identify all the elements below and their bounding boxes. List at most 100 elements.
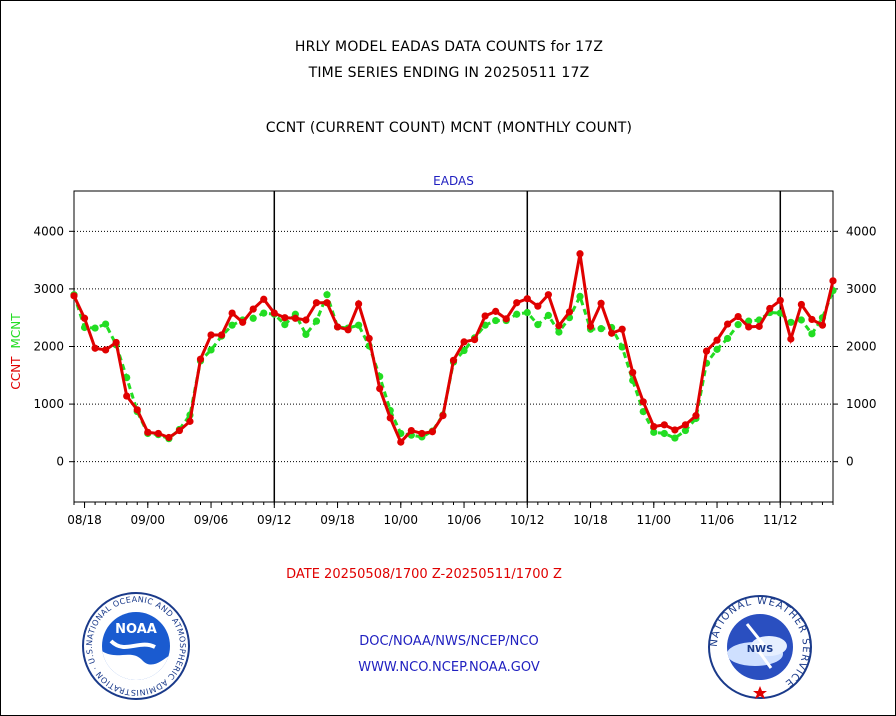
ccnt-point: [692, 412, 700, 420]
header-line-3: CCNT (CURRENT COUNT) MCNT (MONTHLY COUNT…: [265, 120, 633, 136]
mcnt-point: [576, 292, 584, 300]
mcnt-point: [281, 321, 289, 329]
nws-logo[interactable]: NATIONAL WEATHER SERVICE NWS: [707, 594, 813, 700]
ccnt-point: [734, 312, 742, 321]
y-axis-label: CCNT MCNT: [9, 313, 23, 390]
ccnt-point: [207, 331, 215, 339]
mcnt-point: [671, 434, 679, 442]
ccnt-point: [133, 406, 141, 414]
ccnt-point: [523, 295, 531, 303]
ccnt-point: [650, 422, 658, 431]
header-line-2: TIME SERIES ENDING IN 20250511 17Z: [308, 65, 590, 81]
ccnt-point: [776, 296, 784, 305]
mcnt-point: [513, 310, 521, 318]
ccnt-point: [766, 304, 774, 313]
chart-title: EADAS: [433, 174, 474, 188]
ccnt-point: [102, 346, 110, 354]
ccnt-point: [671, 426, 679, 434]
ccnt-point: [787, 335, 795, 343]
ccnt-point: [618, 325, 626, 333]
ccnt-point: [428, 428, 437, 436]
x-tick-label: 10/00: [383, 513, 418, 527]
mcnt-point: [650, 428, 658, 436]
ccnt-point: [186, 417, 194, 425]
ccnt-point: [639, 398, 647, 406]
x-tick-label: 09/18: [320, 513, 355, 527]
date-range-label: DATE 20250508/1700 Z-20250511/1700 Z: [286, 567, 562, 582]
y-tick-label-left: 3000: [33, 282, 64, 296]
ccnt-point: [344, 326, 352, 334]
ccnt-point: [660, 421, 668, 429]
mcnt-point: [249, 314, 257, 322]
ccnt-point: [586, 322, 595, 330]
x-tick-label: 10/12: [510, 513, 545, 527]
noaa-logo[interactable]: NATIONAL OCEANIC AND ATMOSPHERIC ADMINIS…: [81, 591, 191, 701]
mcnt-point: [228, 321, 236, 329]
ccnt-point: [291, 314, 299, 322]
ccnt-point: [355, 300, 363, 308]
mcnt-point: [797, 316, 805, 324]
ccnt-point: [818, 321, 827, 329]
mcnt-point: [555, 328, 563, 336]
mcnt-point: [534, 321, 542, 329]
mcnt-point: [660, 429, 668, 438]
y-tick-label-left: 0: [56, 455, 64, 469]
ccnt-point: [365, 334, 373, 343]
ccnt-point: [302, 316, 310, 324]
ccnt-point: [702, 347, 711, 355]
ccnt-point: [260, 295, 268, 303]
ccnt-point: [323, 299, 331, 307]
ccnt-point: [80, 314, 89, 322]
ccnt-point: [492, 307, 500, 315]
noaa-logo-name: NOAA: [115, 622, 157, 637]
ccnt-point: [755, 322, 763, 330]
ccnt-point: [312, 299, 321, 307]
ccnt-point: [723, 320, 732, 328]
mcnt-point: [734, 321, 742, 329]
ccnt-point: [418, 429, 426, 438]
ccnt-point: [439, 412, 447, 420]
ccnt-point: [681, 421, 690, 429]
ccnt-point: [829, 277, 837, 285]
ccnt-point: [576, 250, 584, 258]
y-tick-label-right: 1000: [846, 397, 877, 411]
x-tick-label: 10/06: [447, 513, 482, 527]
ccnt-point: [249, 305, 257, 313]
ccnt-point: [196, 355, 205, 363]
y-tick-label-left: 1000: [33, 397, 64, 411]
y-tick-label-left: 2000: [33, 340, 64, 354]
x-tick-label: 09/06: [194, 513, 229, 527]
ccnt-point: [808, 315, 816, 324]
ccnt-point: [165, 433, 173, 442]
ccnt-point: [608, 329, 616, 337]
nco-website-link[interactable]: WWW.NCO.NCEP.NOAA.GOV: [358, 660, 540, 675]
mcnt-point: [312, 317, 321, 325]
x-tick-label: 08/18: [67, 513, 102, 527]
y-axis-label-mcnt: MCNT: [9, 313, 23, 349]
ccnt-point: [502, 315, 510, 323]
ccnt-point: [144, 428, 152, 436]
mcnt-point: [102, 320, 110, 328]
mcnt-point: [460, 346, 468, 355]
ccnt-point: [123, 392, 131, 400]
mcnt-point: [787, 318, 795, 326]
y-tick-label-right: 3000: [846, 282, 877, 296]
header-line-1: HRLY MODEL EADAS DATA COUNTS for 17Z: [294, 39, 604, 55]
ccnt-point: [228, 309, 236, 317]
ccnt-point: [534, 302, 542, 310]
mcnt-point: [713, 345, 721, 353]
ccnt-point: [555, 322, 563, 330]
mcnt-point: [492, 316, 500, 325]
ccnt-point: [154, 429, 162, 438]
nws-logo-name: NWS: [747, 644, 774, 655]
ccnt-point: [797, 300, 805, 309]
mcnt-point: [681, 426, 690, 435]
x-tick-label: 09/12: [257, 513, 292, 527]
doc-noaa-link[interactable]: DOC/NOAA/NWS/NCEP/NCO: [359, 634, 539, 649]
y-tick-label-right: 4000: [846, 224, 877, 238]
ccnt-point: [386, 414, 394, 422]
mcnt-point: [808, 330, 816, 338]
mcnt-point: [260, 309, 268, 317]
